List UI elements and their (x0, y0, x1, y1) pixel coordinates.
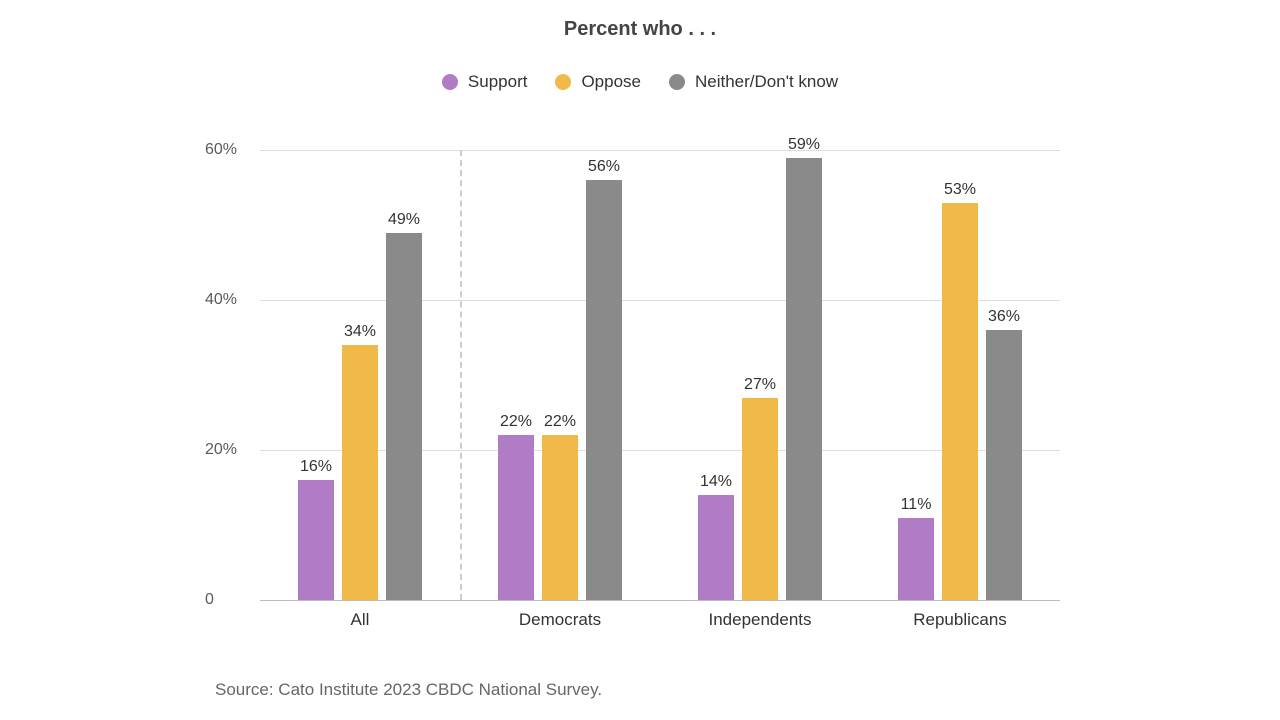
bar (898, 518, 934, 601)
bar (586, 180, 622, 600)
bar (698, 495, 734, 600)
bar-value-label: 22% (500, 413, 532, 435)
bar (986, 330, 1022, 600)
gridline (260, 150, 1060, 151)
chart-plot-area: 020%40%60%16%34%49%All22%22%56%Democrats… (260, 150, 1060, 600)
bar (498, 435, 534, 600)
y-axis-tick-label: 0 (205, 591, 255, 609)
bar-value-label: 22% (544, 413, 576, 435)
chart-container: Percent who . . . Support Oppose Neither/D… (0, 0, 1280, 720)
y-axis-tick-label: 20% (205, 441, 255, 459)
bar (386, 233, 422, 601)
bar-value-label: 16% (300, 458, 332, 480)
legend-item: Oppose (555, 72, 641, 92)
bar (786, 158, 822, 601)
x-axis-category-label: Independents (708, 610, 811, 630)
gridline (260, 600, 1060, 601)
x-axis-category-label: Republicans (913, 610, 1007, 630)
gridline (260, 300, 1060, 301)
bar (298, 480, 334, 600)
x-axis-category-label: All (351, 610, 370, 630)
y-axis-tick-label: 60% (205, 141, 255, 159)
bar-value-label: 36% (988, 308, 1020, 330)
bar (542, 435, 578, 600)
x-axis-category-label: Democrats (519, 610, 601, 630)
y-axis-tick-label: 40% (205, 291, 255, 309)
bar (342, 345, 378, 600)
legend-label: Oppose (581, 72, 641, 92)
legend-label: Neither/Don't know (695, 72, 838, 92)
bar (942, 203, 978, 601)
chart-title: Percent who . . . (0, 18, 1280, 41)
legend-item: Neither/Don't know (669, 72, 838, 92)
bar-value-label: 14% (700, 473, 732, 495)
bar-value-label: 53% (944, 181, 976, 203)
gridline (260, 450, 1060, 451)
legend-swatch (669, 74, 685, 90)
chart-source: Source: Cato Institute 2023 CBDC Nationa… (215, 680, 602, 700)
legend-item: Support (442, 72, 528, 92)
group-divider (460, 150, 462, 600)
bar (742, 398, 778, 601)
legend-swatch (555, 74, 571, 90)
legend-swatch (442, 74, 458, 90)
bar-value-label: 34% (344, 323, 376, 345)
chart-legend: Support Oppose Neither/Don't know (0, 72, 1280, 95)
bar-value-label: 59% (788, 136, 820, 158)
bar-value-label: 27% (744, 376, 776, 398)
bar-value-label: 49% (388, 211, 420, 233)
legend-label: Support (468, 72, 528, 92)
bar-value-label: 56% (588, 158, 620, 180)
bar-value-label: 11% (901, 496, 932, 518)
